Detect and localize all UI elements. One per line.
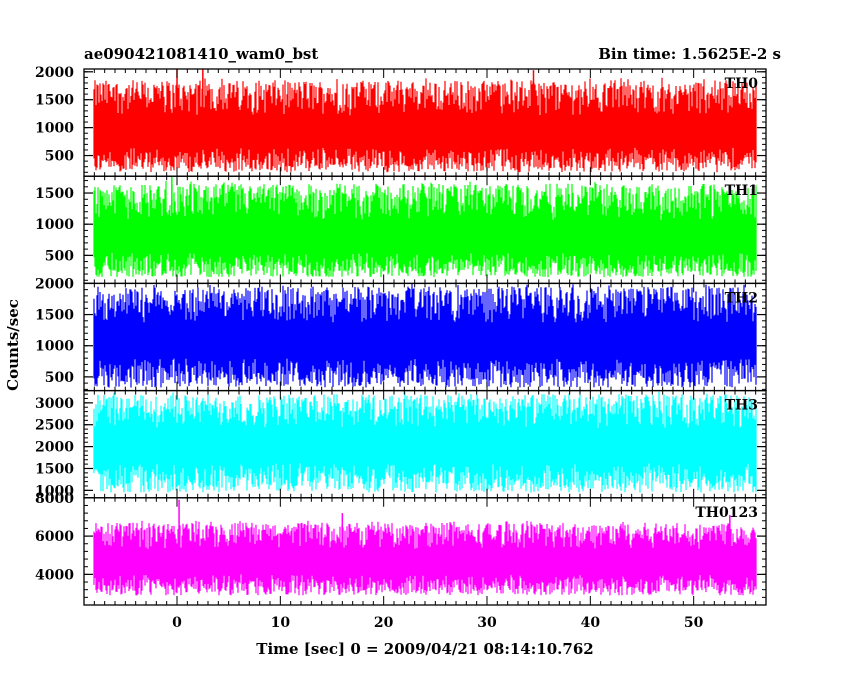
x-tick-label: 10 bbox=[271, 615, 291, 631]
panel-th3-ytick-label: 3000 bbox=[35, 396, 74, 412]
panel-th2-ytick-label: 1000 bbox=[35, 339, 74, 355]
panel-th0123: 4000 6000 8000 TH0123 bbox=[35, 491, 767, 606]
panel-th2-ytick-label: 2000 bbox=[35, 276, 74, 292]
series-th3-trace bbox=[93, 391, 757, 493]
x-tick-label: 0 bbox=[172, 615, 182, 631]
panel-th2: 500 1000 1500 2000 TH2 bbox=[35, 276, 767, 392]
panel-th0: 500 1000 1500 2000 TH0 bbox=[35, 65, 767, 177]
panel-th0-ytick-label: 500 bbox=[45, 149, 74, 165]
series-th2-trace bbox=[93, 283, 757, 388]
panel-th0-ytick-label: 1000 bbox=[35, 121, 74, 137]
panel-th2-ytick-label: 500 bbox=[45, 370, 74, 386]
panel-th3-ytick-label: 2500 bbox=[35, 418, 74, 434]
series-th0123-trace bbox=[93, 520, 757, 596]
panel-th0123-label: TH0123 bbox=[695, 505, 758, 521]
y-axis-title: Counts/sec bbox=[4, 299, 22, 391]
panel-th1-ytick-label: 500 bbox=[45, 248, 74, 264]
panel-th0-label: TH0 bbox=[725, 76, 759, 92]
panel-th0-ytick-label: 1500 bbox=[35, 93, 74, 109]
x-tick-label: 50 bbox=[684, 615, 704, 631]
header-left-title: ae090421081410_wam0_bst bbox=[84, 45, 318, 63]
panel-th1-ytick-label: 1500 bbox=[35, 186, 74, 202]
series-th1-trace bbox=[93, 181, 757, 278]
panel-th1: 500 1000 1500 TH1 bbox=[35, 175, 767, 285]
panel-th3-ytick-label: 1500 bbox=[35, 461, 74, 477]
panel-th0123-ytick-label: 6000 bbox=[35, 529, 74, 545]
panel-th0-ytick-label: 2000 bbox=[35, 65, 74, 81]
panel-th3: 1000 1500 2000 2500 3000 TH3 bbox=[35, 389, 767, 499]
panel-th2-label: TH2 bbox=[725, 290, 758, 306]
x-tick-label: 20 bbox=[374, 615, 394, 631]
x-tick-label: 40 bbox=[581, 615, 601, 631]
panel-th1-ytick-label: 1000 bbox=[35, 217, 74, 233]
panel-th1-label: TH1 bbox=[725, 183, 758, 199]
panel-th3-label: TH3 bbox=[725, 398, 758, 414]
header-right-title: Bin time: 1.5625E-2 s bbox=[598, 45, 781, 63]
panel-th3-ytick-label: 2000 bbox=[35, 440, 74, 456]
panel-th3-ytick-label: 1000 bbox=[35, 483, 74, 499]
x-tick-label: 30 bbox=[477, 615, 497, 631]
series-th0-trace bbox=[93, 77, 757, 173]
panel-th2-ytick-label: 1500 bbox=[35, 308, 74, 324]
x-axis: 0 10 20 30 40 50 bbox=[172, 615, 704, 631]
panel-th0123-ytick-label: 4000 bbox=[35, 567, 74, 583]
x-axis-title: Time [sec] 0 = 2009/04/21 08:14:10.762 bbox=[256, 640, 593, 658]
panel-th0123-ytick-label: 8000 bbox=[35, 491, 74, 507]
